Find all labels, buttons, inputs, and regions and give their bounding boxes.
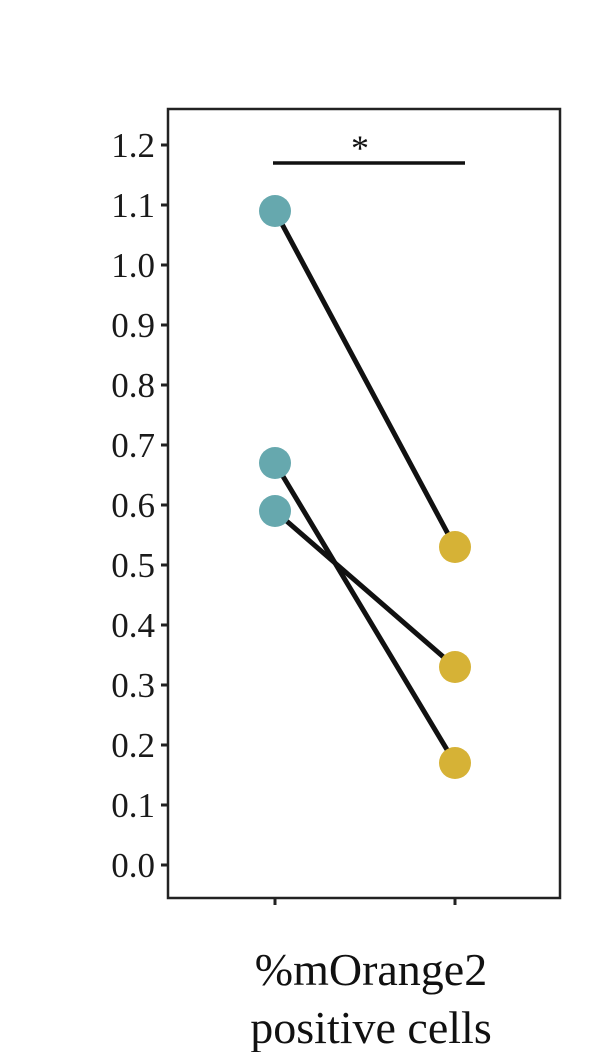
y-tick-label: 0.0 [111,846,155,885]
y-tick-label: 0.4 [111,606,155,645]
right-group-point [439,531,471,563]
significance-annotation: * [273,128,465,168]
right-group-point [439,651,471,683]
y-tick-label: 1.1 [111,186,155,225]
x-axis [273,898,457,905]
left-group-point [259,447,291,479]
y-tick-label: 0.5 [111,546,155,585]
left-group-point [259,495,291,527]
plot-frame [166,107,562,900]
y-tick-label: 0.8 [111,366,155,405]
y-tick-label: 0.9 [111,306,155,345]
pair-lines [272,208,458,766]
pair-line [272,208,458,550]
y-tick-label: 0.7 [111,426,155,465]
data-points [259,195,471,779]
pair-line [272,460,458,766]
left-group-point [259,195,291,227]
right-group-point [439,747,471,779]
pair-line [272,508,458,670]
y-tick-label: 1.0 [111,246,155,285]
y-tick-label: 1.2 [111,126,155,165]
significance-star: * [351,128,369,168]
x-axis-title-line-1: %mOrange2 [255,944,487,995]
y-tick-label: 0.2 [111,726,155,765]
y-tick-label: 0.1 [111,786,155,825]
y-tick-label: 0.6 [111,486,155,525]
x-axis-title-line-2: positive cells [250,1002,491,1052]
y-axis: 0.0 0.1 0.2 0.3 0.4 0.5 0.6 0.7 0.8 0.9 1.0 1.1 1.2 [111,126,168,885]
y-tick-label: 0.3 [111,666,155,705]
